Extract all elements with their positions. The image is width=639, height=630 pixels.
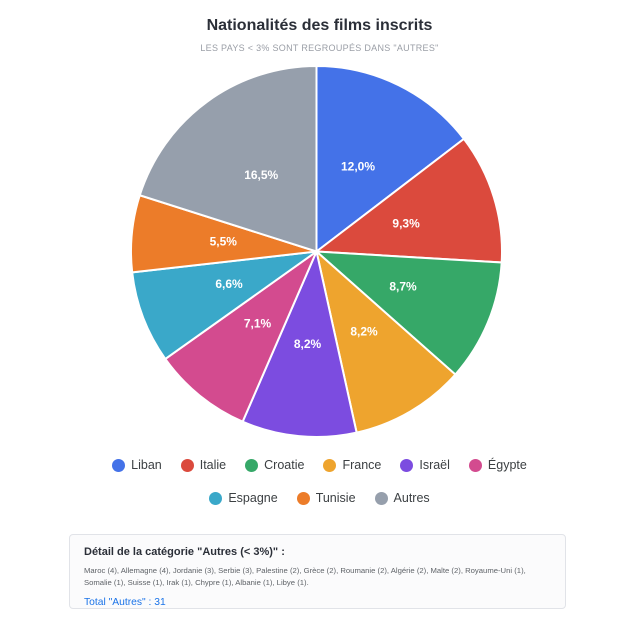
svg-text:9,3%: 9,3% xyxy=(392,216,420,230)
svg-text:8,2%: 8,2% xyxy=(294,337,322,351)
svg-text:12,0%: 12,0% xyxy=(341,160,375,174)
svg-text:5,5%: 5,5% xyxy=(210,235,238,249)
svg-text:7,1%: 7,1% xyxy=(244,316,272,330)
svg-text:8,7%: 8,7% xyxy=(389,279,417,293)
svg-text:8,2%: 8,2% xyxy=(350,324,378,338)
svg-text:6,6%: 6,6% xyxy=(215,277,243,291)
svg-text:16,5%: 16,5% xyxy=(244,168,278,182)
